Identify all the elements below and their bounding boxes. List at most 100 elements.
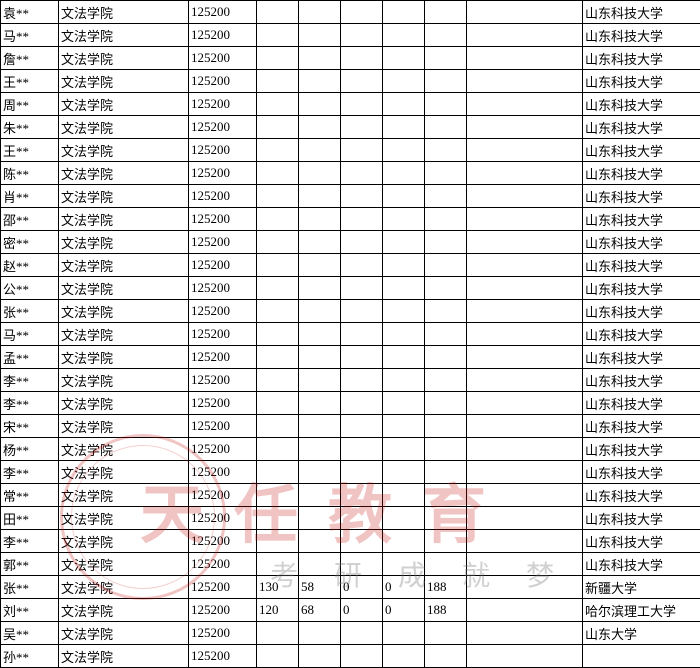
table-cell [341, 461, 383, 484]
table-cell: 文法学院 [59, 185, 189, 208]
table-cell: 肖** [1, 185, 59, 208]
table-cell: 0 [383, 576, 425, 599]
table-cell [341, 484, 383, 507]
table-cell [299, 507, 341, 530]
table-cell [299, 208, 341, 231]
table-cell [467, 254, 583, 277]
table-cell [383, 162, 425, 185]
table-cell [425, 369, 467, 392]
table-cell [299, 530, 341, 553]
table-cell: 125200 [189, 576, 257, 599]
table-row: 公**文法学院125200山东科技大学 [1, 277, 700, 300]
table-cell [467, 277, 583, 300]
table-cell: 文法学院 [59, 392, 189, 415]
table-cell [257, 369, 299, 392]
table-cell [467, 415, 583, 438]
table-cell: 文法学院 [59, 70, 189, 93]
table-cell [425, 530, 467, 553]
table-cell [257, 530, 299, 553]
table-cell [467, 116, 583, 139]
table-row: 宋**文法学院125200山东科技大学 [1, 415, 700, 438]
table-cell: 宋** [1, 415, 59, 438]
table-cell: 邵** [1, 208, 59, 231]
table-cell: 文法学院 [59, 576, 189, 599]
table-row: 刘**文法学院1252001206800188哈尔滨理工大学 [1, 599, 700, 622]
table-cell [257, 622, 299, 645]
table-cell: 58 [299, 576, 341, 599]
table-cell [467, 530, 583, 553]
table-cell: 文法学院 [59, 599, 189, 622]
table-cell [425, 277, 467, 300]
table-cell [257, 553, 299, 576]
table-cell: 0 [341, 576, 383, 599]
table-cell [257, 24, 299, 47]
table-cell [383, 530, 425, 553]
table-cell [425, 47, 467, 70]
table-cell [425, 622, 467, 645]
table-cell [425, 645, 467, 668]
table-cell: 山东科技大学 [583, 346, 700, 369]
table-cell: 文法学院 [59, 323, 189, 346]
table-cell [299, 323, 341, 346]
table-cell: 山东科技大学 [583, 507, 700, 530]
table-cell [383, 139, 425, 162]
table-row: 陈**文法学院125200山东科技大学 [1, 162, 700, 185]
table-cell [341, 1, 383, 24]
table-row: 张**文法学院1252001305800188新疆大学 [1, 576, 700, 599]
table-cell: 袁** [1, 1, 59, 24]
table-row: 袁**文法学院125200山东科技大学 [1, 1, 700, 24]
table-cell: 山东科技大学 [583, 484, 700, 507]
table-cell [257, 116, 299, 139]
table-cell [467, 576, 583, 599]
table-cell [383, 346, 425, 369]
table-cell: 文法学院 [59, 622, 189, 645]
table-cell [257, 645, 299, 668]
table-cell: 山东科技大学 [583, 93, 700, 116]
table-cell [467, 162, 583, 185]
table-cell [341, 208, 383, 231]
table-cell [299, 415, 341, 438]
table-cell: 山东科技大学 [583, 254, 700, 277]
table-cell [257, 70, 299, 93]
table-cell: 李** [1, 461, 59, 484]
table-cell: 125200 [189, 116, 257, 139]
table-cell [383, 645, 425, 668]
table-cell: 新疆大学 [583, 576, 700, 599]
table-cell: 王** [1, 139, 59, 162]
table-cell: 125200 [189, 185, 257, 208]
table-cell: 文法学院 [59, 484, 189, 507]
table-cell [299, 47, 341, 70]
table-cell [383, 369, 425, 392]
table-cell [299, 93, 341, 116]
table-cell: 文法学院 [59, 231, 189, 254]
table-cell: 张** [1, 300, 59, 323]
table-cell: 125200 [189, 645, 257, 668]
table-cell [425, 254, 467, 277]
table-cell [299, 162, 341, 185]
table-cell: 山东科技大学 [583, 47, 700, 70]
table-cell: 山东科技大学 [583, 300, 700, 323]
table-cell [383, 24, 425, 47]
table-cell: 山东科技大学 [583, 231, 700, 254]
table-cell: 188 [425, 599, 467, 622]
table-cell [299, 300, 341, 323]
table-cell [341, 645, 383, 668]
table-cell [257, 300, 299, 323]
table-cell: 125200 [189, 93, 257, 116]
table-cell: 山东科技大学 [583, 323, 700, 346]
table-row: 马**文法学院125200山东科技大学 [1, 323, 700, 346]
table-cell [257, 392, 299, 415]
table-cell [467, 484, 583, 507]
table-cell: 文法学院 [59, 369, 189, 392]
table-cell: 王** [1, 70, 59, 93]
table-cell: 哈尔滨理工大学 [583, 599, 700, 622]
table-cell [299, 622, 341, 645]
table-cell [383, 254, 425, 277]
table-cell [341, 369, 383, 392]
table-cell: 周** [1, 93, 59, 116]
table-cell [299, 461, 341, 484]
table-row: 田**文法学院125200山东科技大学 [1, 507, 700, 530]
table-cell: 山东科技大学 [583, 530, 700, 553]
table-row: 邵**文法学院125200山东科技大学 [1, 208, 700, 231]
table-cell: 125200 [189, 553, 257, 576]
